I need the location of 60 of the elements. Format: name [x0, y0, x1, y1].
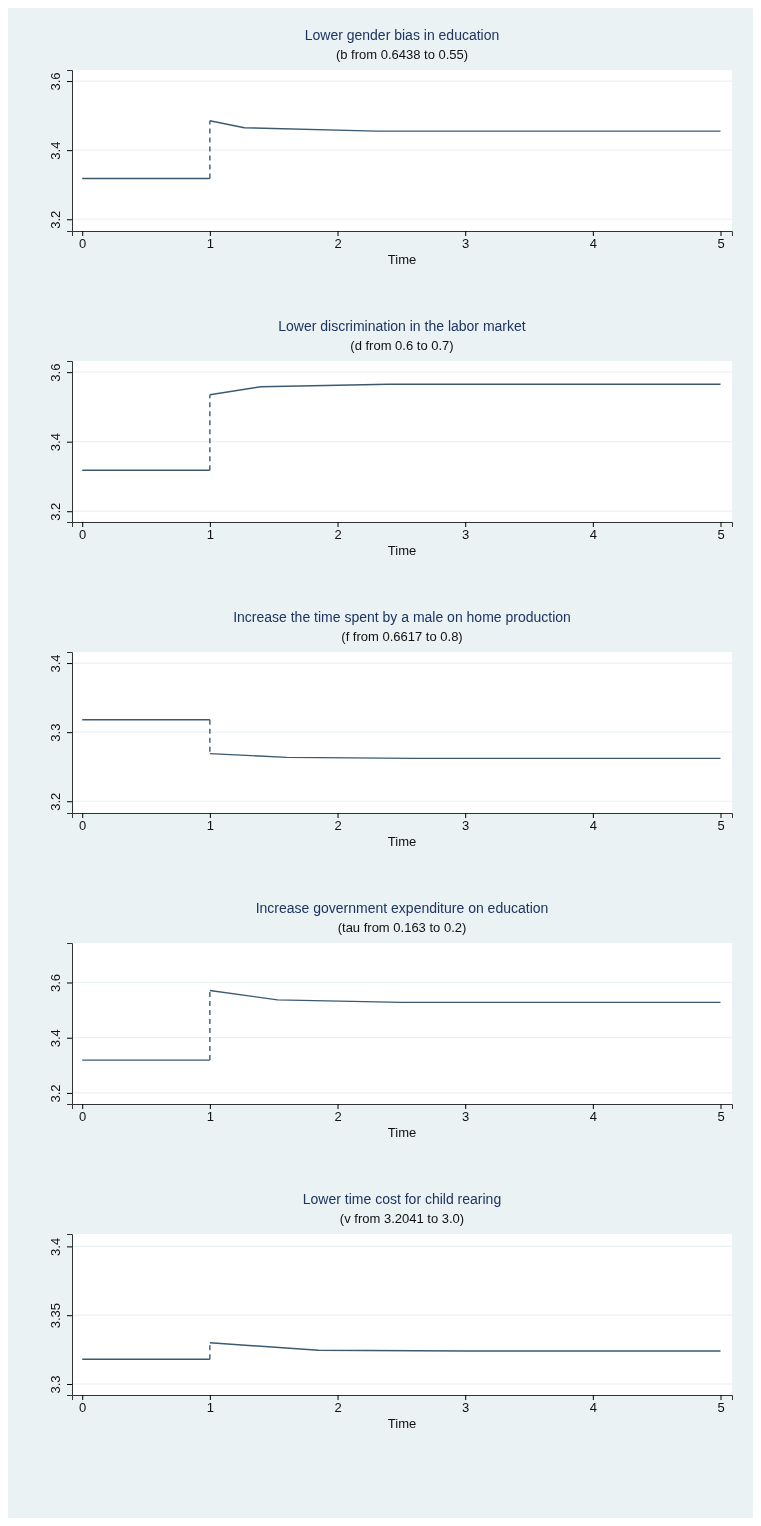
x-tick-label: 3: [462, 818, 470, 834]
x-tick-label: 2: [334, 818, 342, 834]
x-tick-label: 3: [462, 1109, 470, 1125]
y-tick-label: 3.6: [48, 363, 63, 382]
x-tick-label: 3: [462, 1400, 470, 1416]
y-tick-label: 3.3: [48, 1375, 63, 1394]
x-axis-title: Time: [387, 543, 417, 558]
x-tick-label: 2: [334, 236, 342, 252]
x-tick-label: 0: [79, 527, 87, 543]
y-tick-label: 3.6: [48, 973, 63, 993]
chart-title: Lower discrimination in the labor market: [278, 318, 526, 334]
y-tick-label: 3.6: [48, 72, 63, 91]
chart-subtitle: (f from 0.6617 to 0.8): [341, 629, 463, 644]
y-tick-label: 3.4: [48, 433, 63, 452]
x-tick-label: 4: [589, 1109, 597, 1125]
x-tick-label: 4: [589, 527, 597, 543]
x-tick-label: 1: [206, 1400, 214, 1416]
x-tick-label: 4: [589, 818, 597, 834]
chart-title: Increase government expenditure on education: [255, 900, 549, 916]
y-tick-label: 3.2: [48, 1084, 63, 1103]
y-tick-label: 3.4: [48, 1029, 63, 1048]
chart-subtitle: (d from 0.6 to 0.7): [350, 338, 454, 353]
x-tick-label: 5: [717, 1109, 725, 1125]
chart-subtitle: (b from 0.6438 to 0.55): [335, 47, 469, 62]
x-tick-label: 3: [462, 236, 470, 252]
x-tick-label: 2: [334, 527, 342, 543]
x-tick-label: 2: [334, 1400, 342, 1416]
y-tick-label: 3.2: [48, 210, 63, 229]
x-tick-label: 5: [717, 1400, 725, 1416]
y-tick-label: 3.4: [48, 141, 63, 160]
x-axis-title: Time: [387, 252, 417, 267]
x-tick-label: 0: [79, 1109, 87, 1125]
x-tick-label: 1: [206, 818, 214, 834]
y-tick-label: 3.3: [48, 723, 63, 742]
x-tick-label: 5: [717, 527, 725, 543]
chart-title: Increase the time spent by a male on home production: [233, 609, 571, 625]
chart-subtitle: (v from 3.2041 to 3.0): [339, 1211, 465, 1226]
x-tick-label: 0: [79, 818, 87, 834]
y-tick-label: 3.4: [48, 654, 63, 673]
x-axis-title: Time: [387, 834, 417, 849]
x-tick-label: 1: [206, 1109, 214, 1125]
x-tick-label: 4: [589, 236, 597, 252]
x-tick-label: 5: [717, 818, 725, 834]
x-tick-label: 4: [589, 1400, 597, 1416]
x-tick-label: 1: [206, 236, 214, 252]
chart-subtitle: (tau from 0.163 to 0.2): [337, 920, 467, 935]
x-tick-label: 1: [206, 527, 214, 543]
chart-title: Lower time cost for child rearing: [302, 1191, 502, 1207]
x-tick-label: 0: [79, 236, 87, 252]
x-tick-label: 5: [717, 236, 725, 252]
x-axis-title: Time: [387, 1416, 417, 1431]
chart-title: Lower gender bias in education: [304, 27, 500, 43]
y-tick-label: 3.2: [48, 792, 63, 811]
y-tick-label: 3.35: [48, 1303, 63, 1329]
y-tick-label: 3.4: [48, 1237, 63, 1256]
y-tick-label: 3.2: [48, 502, 63, 521]
x-tick-label: 3: [462, 527, 470, 543]
x-tick-label: 2: [334, 1109, 342, 1125]
x-axis-title: Time: [387, 1125, 417, 1140]
x-tick-label: 0: [79, 1400, 87, 1416]
